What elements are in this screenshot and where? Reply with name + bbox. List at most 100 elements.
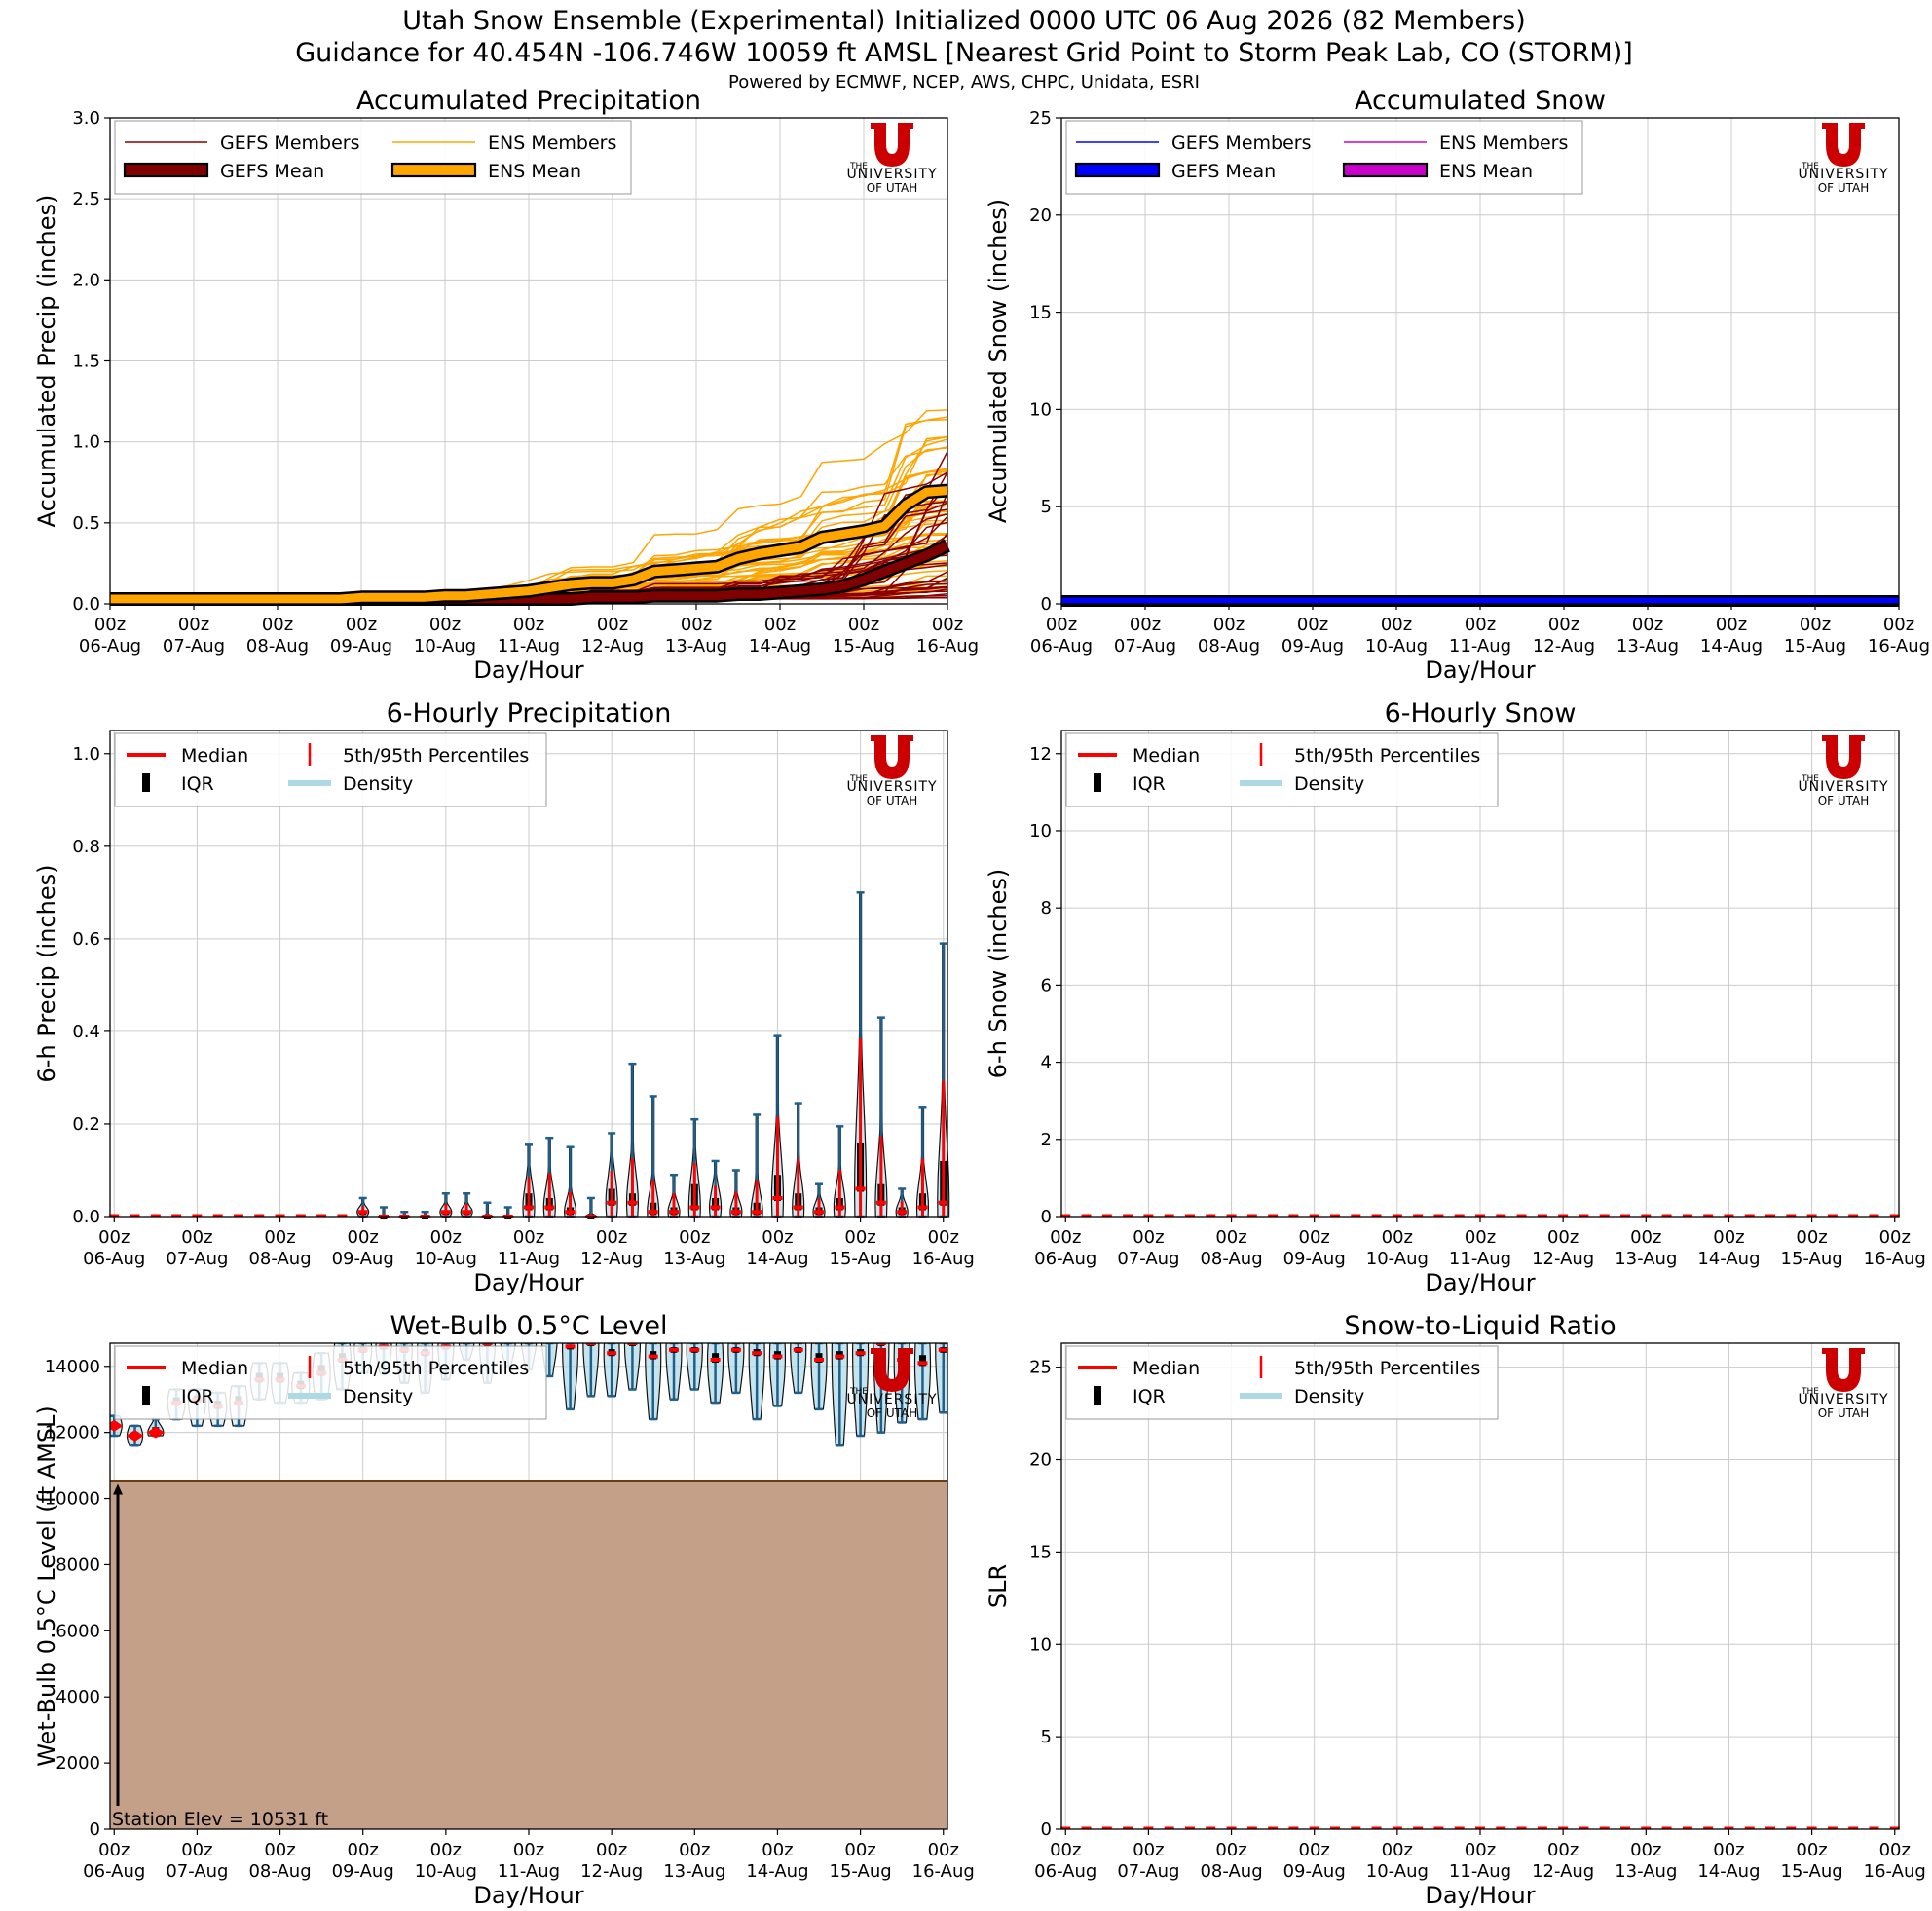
violin-iqr [918, 1355, 926, 1367]
panel-title: Accumulated Precipitation [356, 86, 701, 116]
x-tick-label-day: 15-Aug [833, 636, 895, 656]
x-tick-label-day: 08-Aug [1200, 1861, 1262, 1882]
x-tick-label-hour: 00z [1297, 615, 1328, 635]
y-tick-label: 8 [1041, 898, 1052, 918]
x-tick-label-day: 12-Aug [581, 636, 644, 656]
x-tick-label-day: 13-Aug [665, 636, 727, 656]
x-tick-label-day: 07-Aug [1117, 1249, 1179, 1269]
x-tick-label-hour: 00z [597, 615, 628, 635]
y-tick-label: 2.0 [72, 270, 100, 290]
x-axis-label: Day/Hour [1425, 656, 1535, 684]
x-tick-label-hour: 00z [346, 615, 377, 635]
y-axis-label: Wet-Bulb 0.5°C Level (ft AMSL) [33, 1405, 60, 1767]
y-tick-label: 20 [1029, 1450, 1052, 1471]
x-tick-label-hour: 00z [928, 1840, 959, 1860]
x-tick-label-hour: 00z [932, 615, 963, 635]
legend-label: IQR [181, 1386, 214, 1407]
y-tick-label: 0.0 [72, 594, 100, 615]
legend-box [1065, 732, 1499, 807]
x-tick-label-day: 12-Aug [1532, 1861, 1594, 1882]
x-tick-label-hour: 00z [679, 1840, 710, 1860]
x-tick-label-day: 11-Aug [1449, 636, 1511, 656]
x-tick-label-day: 13-Aug [1615, 1861, 1677, 1882]
y-tick-label: 0.5 [72, 513, 100, 534]
logo-of-utah: OF UTAH [867, 1406, 918, 1420]
legend-swatch-iqr [142, 1386, 150, 1405]
y-tick-label: 6000 [56, 1621, 100, 1641]
utah-u-icon [871, 735, 913, 779]
x-tick-label-day: 14-Aug [1700, 636, 1763, 656]
legend-label: ENS Members [488, 132, 616, 154]
x-tick-label-hour: 00z [596, 1840, 627, 1860]
x-tick-label-day: 16-Aug [912, 1249, 975, 1269]
x-tick-label-hour: 00z [764, 615, 796, 635]
legend-box [1065, 120, 1583, 195]
x-tick-label-hour: 00z [1879, 1227, 1911, 1248]
y-axis-label: Accumulated Precip (inches) [33, 195, 60, 528]
x-tick-label-day: 08-Aug [248, 1861, 311, 1882]
y-tick-label: 15 [1029, 303, 1052, 323]
panel-title: Snow-to-Liquid Ratio [1344, 1311, 1616, 1341]
y-tick-label: 0 [90, 1819, 100, 1840]
legend-swatch-bar [1074, 162, 1161, 178]
terrain-fill [110, 1480, 947, 1829]
legend-box [114, 732, 547, 807]
legend-label: 5th/95th Percentiles [343, 745, 529, 767]
x-tick-label-hour: 00z [681, 615, 712, 635]
x-tick-label-hour: 00z [848, 615, 879, 635]
y-axis-label: 6-h Precip (inches) [33, 865, 60, 1083]
panel-title: 6-Hourly Snow [1385, 698, 1577, 729]
x-tick-label-day: 11-Aug [498, 1249, 560, 1269]
x-tick-label-day: 09-Aug [1282, 636, 1344, 656]
x-tick-label-day: 13-Aug [1615, 1249, 1677, 1269]
x-tick-label-day: 12-Aug [580, 1249, 643, 1269]
y-axis-label: SLR [985, 1564, 1012, 1608]
utah-u-icon [871, 1348, 913, 1392]
logo-university: UNIVERSITY [846, 779, 937, 795]
y-tick-label: 1.0 [72, 432, 100, 453]
x-tick-label-day: 14-Aug [746, 1861, 808, 1882]
x-tick-label-day: 09-Aug [330, 636, 392, 656]
y-tick-label: 1.0 [72, 744, 100, 765]
violin-median-diamond [110, 1419, 124, 1432]
panel-title: Wet-Bulb 0.5°C Level [390, 1311, 667, 1341]
x-tick-label-hour: 00z [1713, 1227, 1744, 1248]
legend-label: GEFS Members [220, 132, 359, 154]
x-tick-label-hour: 00z [348, 1840, 379, 1860]
x-tick-label-day: 15-Aug [1781, 1861, 1843, 1882]
x-tick-label-hour: 00z [430, 1227, 462, 1248]
x-tick-label-hour: 00z [513, 615, 544, 635]
x-tick-label-hour: 00z [1465, 1227, 1496, 1248]
x-tick-label-hour: 00z [1299, 1227, 1330, 1248]
x-tick-label-day: 07-Aug [1114, 636, 1176, 656]
x-tick-label-hour: 00z [1547, 1227, 1579, 1248]
x-tick-label-hour: 00z [1382, 1840, 1413, 1860]
x-tick-label-hour: 00z [1800, 615, 1831, 635]
x-tick-label-hour: 00z [513, 1840, 544, 1860]
legend-label: Median [1133, 745, 1200, 767]
legend-label: GEFS Mean [1171, 161, 1276, 182]
x-tick-label-hour: 00z [264, 1227, 295, 1248]
x-tick-label-day: 10-Aug [1366, 1249, 1429, 1269]
legend-label: ENS Mean [1439, 161, 1533, 182]
x-tick-label-hour: 00z [1215, 1840, 1246, 1860]
x-tick-label-hour: 00z [348, 1227, 379, 1248]
y-tick-label: 1.5 [72, 352, 100, 372]
panel-wetbulb: Station Elev = 10531 ft 0 2000 4000 6000 8000… [33, 1311, 975, 1909]
y-tick-label: 4000 [56, 1687, 100, 1707]
x-tick-label-hour: 00z [762, 1840, 793, 1860]
x-tick-label-day: 06-Aug [1030, 636, 1093, 656]
x-tick-label-day: 13-Aug [663, 1861, 725, 1882]
legend-label: IQR [1133, 1386, 1166, 1407]
x-tick-label-hour: 00z [1716, 615, 1747, 635]
legend-label: Density [343, 773, 413, 795]
y-tick-label: 0.8 [72, 837, 100, 857]
y-tick-label: 0 [1041, 1207, 1052, 1227]
legend-label: 5th/95th Percentiles [1294, 745, 1480, 767]
y-tick-label: 0.6 [72, 929, 100, 950]
x-axis-label: Day/Hour [1425, 1882, 1535, 1909]
x-tick-label-day: 06-Aug [1034, 1861, 1096, 1882]
y-tick-label: 25 [1029, 108, 1052, 129]
